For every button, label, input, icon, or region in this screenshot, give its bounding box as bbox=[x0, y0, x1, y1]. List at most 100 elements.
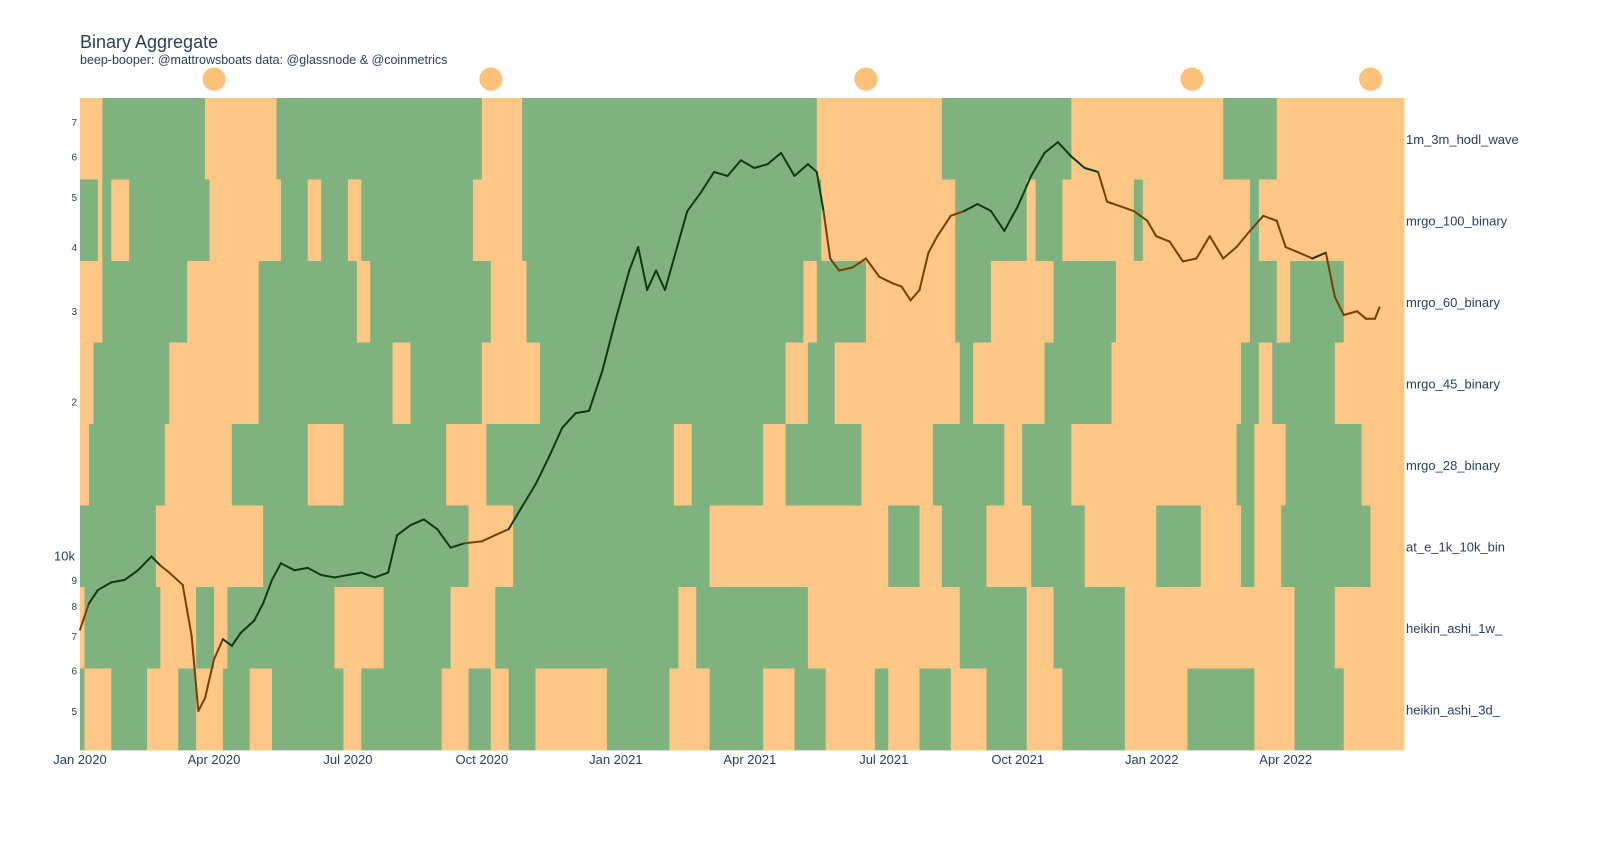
heat-cell-mrgo_60_binary bbox=[1249, 261, 1278, 343]
price-segment bbox=[123, 569, 140, 581]
heat-cell-mrgo_45_binary bbox=[1272, 342, 1336, 425]
heat-cell-heikin_ashi_3d_ bbox=[950, 668, 987, 751]
x-axis: Jan 2020 Apr 2020 Jul 2020 Oct 2020 Jan 2021… bbox=[53, 752, 1312, 767]
y-tick-label: 9 bbox=[71, 576, 77, 587]
chart-title: Binary Aggregate bbox=[80, 32, 219, 52]
price-segment bbox=[168, 571, 184, 586]
row-labels: 1m_3m_hodl_wave mrgo_100_binary mrgo_60_bi… bbox=[1406, 132, 1519, 718]
heat-cell-heikin_ashi_1w_ bbox=[1124, 587, 1295, 669]
heat-cell-at_e_1k_10k_bin bbox=[1031, 505, 1086, 588]
heat-cell-mrgo_28_binary bbox=[307, 424, 344, 506]
heat-cell-mrgo_60_binary bbox=[1115, 261, 1251, 343]
price-line bbox=[79, 141, 1381, 713]
heat-cell-mrgo_100_binary bbox=[955, 179, 1028, 262]
heat-cell-heikin_ashi_1w_ bbox=[959, 587, 1028, 669]
price-segment bbox=[1208, 235, 1225, 260]
price-segment bbox=[79, 602, 90, 631]
heat-cell-mrgo_28_binary bbox=[88, 424, 166, 506]
price-segment bbox=[655, 269, 666, 291]
heat-cell-1m_3m_hodl_wave bbox=[102, 98, 206, 180]
price-segment bbox=[1056, 141, 1073, 158]
heat-cell-heikin_ashi_3d_ bbox=[1294, 668, 1345, 751]
price-segment bbox=[1155, 235, 1171, 243]
price-segment bbox=[822, 210, 832, 260]
heat-cell-1m_3m_hodl_wave bbox=[481, 98, 523, 180]
price-segment bbox=[1275, 219, 1287, 249]
heat-cell-at_e_1k_10k_bin bbox=[1241, 505, 1255, 588]
heat-cell-mrgo_100_binary bbox=[821, 179, 956, 262]
price-segment bbox=[463, 540, 483, 545]
price-segment bbox=[739, 159, 756, 169]
price-segment bbox=[521, 483, 537, 508]
price-segment bbox=[806, 163, 818, 173]
price-segment bbox=[628, 246, 640, 272]
x-tick-label: Apr 2021 bbox=[723, 752, 776, 767]
x-tick-label: Jul 2020 bbox=[323, 752, 372, 767]
heat-cell-mrgo_60_binary bbox=[1290, 261, 1345, 343]
price-segment bbox=[1356, 310, 1368, 320]
price-segment bbox=[373, 571, 390, 579]
price-segment bbox=[306, 566, 323, 577]
heat-cell-mrgo_100_binary bbox=[1276, 179, 1405, 262]
heat-cell-heikin_ashi_1w_ bbox=[450, 587, 496, 669]
heat-cell-mrgo_45_binary bbox=[169, 342, 260, 425]
signal-marker bbox=[854, 67, 878, 91]
price-segment bbox=[1146, 219, 1158, 238]
heat-cell-heikin_ashi_3d_ bbox=[111, 668, 148, 751]
price-segment bbox=[878, 275, 894, 285]
heat-cell-mrgo_45_binary bbox=[1044, 342, 1112, 425]
heat-cell-mrgo_45_binary bbox=[1366, 342, 1405, 425]
heat-cell-heikin_ashi_1w_ bbox=[383, 587, 452, 669]
heat-cell-heikin_ashi_1w_ bbox=[1334, 587, 1405, 669]
heat-cell-heikin_ashi_3d_ bbox=[441, 668, 469, 751]
price-segment bbox=[646, 269, 658, 291]
price-segment bbox=[815, 170, 825, 213]
heat-cell-mrgo_100_binary bbox=[522, 179, 822, 262]
y-tick-label: 7 bbox=[71, 118, 77, 129]
heat-cell-heikin_ashi_3d_ bbox=[490, 668, 510, 751]
price-segment bbox=[293, 566, 309, 572]
heat-cell-heikin_ashi_3d_ bbox=[84, 668, 112, 751]
y-tick-label: 6 bbox=[71, 666, 77, 677]
price-segment bbox=[1222, 246, 1238, 260]
heat-cell-mrgo_45_binary bbox=[807, 342, 836, 425]
x-tick-label: Apr 2022 bbox=[1259, 752, 1312, 767]
heat-cell-heikin_ashi_1w_ bbox=[196, 587, 215, 669]
heat-cell-mrgo_45_binary bbox=[392, 342, 411, 425]
heat-cell-mrgo_45_binary bbox=[410, 342, 483, 425]
price-segment bbox=[360, 571, 376, 579]
heat-cell-heikin_ashi_3d_ bbox=[146, 668, 179, 751]
row-label-1m_3m_hodl_wave: 1m_3m_hodl_wave bbox=[1406, 132, 1519, 147]
heat-cell-heikin_ashi_3d_ bbox=[606, 668, 670, 751]
heat-cell-mrgo_28_binary bbox=[1254, 424, 1287, 506]
price-segment bbox=[637, 246, 649, 291]
heat-cell-heikin_ashi_3d_ bbox=[178, 668, 197, 751]
price-segment bbox=[936, 214, 952, 238]
heat-cell-mrgo_45_binary bbox=[481, 342, 541, 425]
heat-cell-mrgo_60_binary bbox=[816, 261, 867, 343]
price-segment bbox=[989, 210, 1006, 232]
price-segment bbox=[181, 583, 193, 637]
x-tick-label: Oct 2021 bbox=[991, 752, 1044, 767]
heat-cell-mrgo_100_binary bbox=[1026, 179, 1036, 262]
heat-cell-heikin_ashi_3d_ bbox=[888, 668, 920, 751]
price-segment bbox=[900, 285, 912, 302]
price-segment bbox=[159, 564, 171, 574]
heat-cell-mrgo_60_binary bbox=[803, 261, 818, 343]
price-segment bbox=[150, 555, 162, 567]
heat-cell-mrgo_100_binary bbox=[361, 179, 474, 262]
heat-cell-mrgo_28_binary bbox=[932, 424, 1005, 506]
heat-cell-mrgo_28_binary bbox=[343, 424, 447, 506]
row-label-mrgo_100_binary: mrgo_100_binary bbox=[1406, 213, 1508, 228]
price-segment bbox=[480, 534, 497, 543]
heat-cell-1m_3m_hodl_wave bbox=[276, 98, 483, 180]
heat-cell-at_e_1k_10k_bin bbox=[919, 505, 943, 588]
heat-cell-mrgo_60_binary bbox=[490, 261, 527, 343]
heat-cell-heikin_ashi_1w_ bbox=[80, 587, 85, 669]
heat-cell-mrgo_28_binary bbox=[1004, 424, 1023, 506]
price-segment bbox=[574, 409, 591, 415]
heat-cell-at_e_1k_10k_bin bbox=[888, 505, 920, 588]
price-segment bbox=[230, 631, 242, 647]
price-segment bbox=[333, 574, 349, 579]
price-segment bbox=[547, 426, 564, 459]
